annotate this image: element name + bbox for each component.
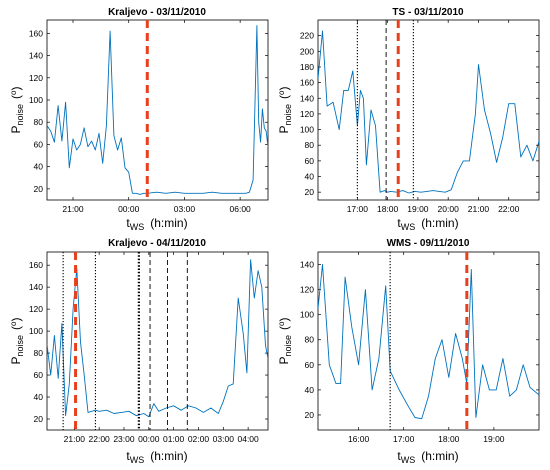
x-tick-label: 22:00 [89, 434, 111, 444]
svg-text:Pnoise(o): Pnoise(o) [9, 318, 25, 365]
axes-box [46, 251, 269, 431]
y-tick-label: 180 [300, 62, 314, 72]
svg-text:tWS(h:min): tWS (h:min) [126, 216, 187, 232]
series-line [47, 259, 268, 418]
y-axis-label: Pnoise(o) [277, 318, 293, 365]
x-tick-label: 00:00 [118, 204, 140, 214]
x-tick-label: 17:00 [393, 434, 415, 444]
y-tick-label: 160 [29, 28, 43, 38]
x-tick-label: 23:00 [113, 434, 135, 444]
y-tick-label: 80 [34, 117, 44, 127]
svg-text:tWS(h:min): tWS (h:min) [126, 449, 187, 465]
y-tick-label: 40 [34, 392, 44, 402]
x-tick-label: 20:00 [438, 204, 460, 214]
x-tick-label: 22:00 [498, 204, 520, 214]
x-tick-label: 21:00 [468, 204, 490, 214]
y-tick-label: 20 [305, 187, 315, 197]
x-tick-label: 02:00 [188, 434, 210, 444]
panel-title: TS - 03/11/2010 [392, 7, 464, 18]
y-tick-label: 160 [300, 78, 314, 88]
y-axis-label: Pnoise(o) [9, 87, 25, 134]
panel-title: Kraljevo - 03/11/2010 [108, 7, 206, 18]
x-tick-label: 04:00 [237, 434, 259, 444]
y-tick-label: 160 [29, 260, 43, 270]
panel-title: WMS - 09/11/2010 [387, 238, 470, 249]
y-tick-label: 20 [34, 414, 44, 424]
x-tick-label: 21:00 [64, 434, 86, 444]
x-axis-label: tWS (h:min) [126, 449, 187, 465]
y-tick-label: 140 [29, 51, 43, 61]
y-tick-label: 60 [34, 139, 44, 149]
y-tick-label: 80 [305, 140, 315, 150]
y-tick-label: 40 [305, 385, 315, 395]
y-axis-label: Pnoise(o) [277, 87, 293, 134]
y-tick-label: 40 [305, 172, 315, 182]
svg-text:tWS(h:min): tWS (h:min) [397, 449, 458, 465]
y-tick-label: 120 [300, 109, 314, 119]
y-tick-label: 100 [300, 125, 314, 135]
x-tick-label: 00:00 [138, 434, 160, 444]
y-tick-label: 120 [300, 285, 314, 295]
x-axis-label: tWS (h:min) [126, 216, 187, 232]
series-line [47, 25, 268, 195]
svg-text:Pnoise(o): Pnoise(o) [277, 87, 293, 134]
y-tick-label: 60 [305, 156, 315, 166]
panel-kraljevo-0411: Kraljevo - 04/11/2010 Pnoise(o) tWS (h:mi… [9, 238, 269, 465]
svg-text:tWS(h:min): tWS (h:min) [397, 216, 458, 232]
y-tick-label: 80 [34, 348, 44, 358]
y-tick-label: 140 [300, 93, 314, 103]
x-tick-label: 18:00 [377, 204, 399, 214]
panel-kraljevo-0311: Kraljevo - 03/11/2010 Pnoise(o) tWS (h:mi… [9, 7, 269, 232]
y-tick-label: 100 [29, 326, 43, 336]
panel-wms-0911: WMS - 09/11/2010 Pnoise(o) tWS (h:min) 20… [277, 238, 540, 465]
svg-text:Pnoise(o): Pnoise(o) [277, 318, 293, 365]
y-tick-label: 100 [29, 95, 43, 105]
panel-title: Kraljevo - 04/11/2010 [108, 238, 206, 249]
svg-text:Pnoise(o): Pnoise(o) [9, 87, 25, 134]
y-tick-label: 100 [300, 310, 314, 320]
axes-box [46, 19, 269, 201]
y-tick-label: 140 [300, 260, 314, 270]
y-tick-label: 20 [34, 184, 44, 194]
x-tick-label: 19:00 [407, 204, 429, 214]
x-tick-label: 16:00 [348, 434, 370, 444]
y-tick-label: 60 [305, 360, 315, 370]
x-tick-label: 17:00 [347, 204, 369, 214]
x-tick-label: 18:00 [438, 434, 460, 444]
axes-box [317, 251, 540, 431]
y-tick-label: 140 [29, 282, 43, 292]
y-tick-label: 60 [34, 370, 44, 380]
series-line [318, 30, 539, 194]
x-tick-label: 21:00 [62, 204, 84, 214]
x-axis-label: tWS (h:min) [397, 216, 458, 232]
y-axis-label: Pnoise(o) [9, 318, 25, 365]
x-tick-label: 03:00 [213, 434, 235, 444]
x-tick-label: 01:00 [163, 434, 185, 444]
x-axis-label: tWS (h:min) [397, 449, 458, 465]
y-tick-label: 40 [34, 162, 44, 172]
y-tick-label: 120 [29, 73, 43, 83]
x-tick-label: 19:00 [483, 434, 505, 444]
y-tick-label: 200 [300, 46, 314, 56]
axes-box [317, 19, 540, 201]
panel-ts-0311: TS - 03/11/2010 Pnoise(o) tWS (h:min) 20 4… [277, 7, 540, 232]
y-tick-label: 20 [305, 410, 315, 420]
x-tick-label: 03:00 [174, 204, 196, 214]
series-line [318, 264, 539, 420]
y-tick-label: 220 [300, 31, 314, 41]
x-tick-label: 06:00 [230, 204, 252, 214]
y-tick-label: 120 [29, 304, 43, 314]
y-tick-label: 80 [305, 335, 315, 345]
